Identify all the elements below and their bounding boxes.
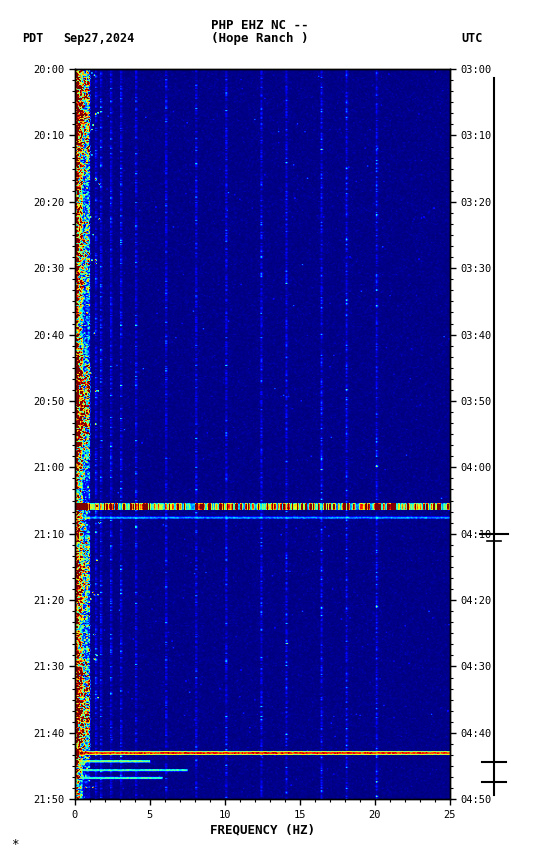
Text: Sep27,2024: Sep27,2024 — [63, 32, 135, 45]
Text: (Hope Ranch ): (Hope Ranch ) — [211, 32, 308, 45]
Text: *: * — [11, 838, 19, 851]
Text: PHP EHZ NC --: PHP EHZ NC -- — [211, 19, 308, 32]
X-axis label: FREQUENCY (HZ): FREQUENCY (HZ) — [210, 823, 315, 836]
Text: UTC: UTC — [461, 32, 482, 45]
Text: PDT: PDT — [22, 32, 44, 45]
